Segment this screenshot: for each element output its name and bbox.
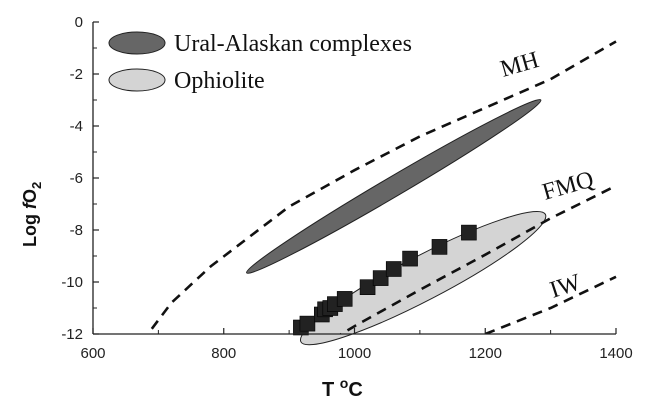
y-axis-title-main: O [20,189,40,203]
buffer-line-mh [150,40,617,330]
data-point [359,279,376,296]
data-points-layer [293,224,477,336]
y-tick-label: -12 [61,326,83,343]
legend-swatch-ural-alaskan [108,31,166,55]
x-tick-label: 1200 [469,345,502,362]
data-point [461,224,477,241]
data-point [299,315,316,332]
legend-label-ophiolite: Ophiolite [174,68,265,94]
data-point [402,250,418,267]
data-point [385,261,402,277]
x-axis-title: T oC [322,375,363,401]
legend-label-ural-alaskan: Ural-Alaskan complexes [174,31,412,57]
x-tick-label: 600 [80,345,105,362]
buffer-line-fmq [338,184,617,334]
y-axis-title-sub: 2 [29,182,44,189]
ticks-layer: 600 800 1000 1200 1400 0 -2 -4 -6 -8 -10 -12 [61,14,632,362]
data-point [336,291,353,307]
x-tick-label: 1000 [338,345,371,362]
y-tick-label: -2 [70,66,83,83]
x-axis-title-sup: o [340,375,349,391]
region-ural-alaskan [246,99,542,274]
y-axis-title-pre: Log [20,209,40,247]
y-tick-label: -6 [70,170,83,187]
y-tick-label: -10 [61,274,83,291]
regions-layer [246,99,547,346]
y-axis-title-italic: f [20,201,40,209]
y-axis-title: Log fO2 [20,182,44,247]
data-point [431,239,448,255]
y-tick-label: -8 [70,222,83,239]
y-tick-label: -4 [70,118,83,135]
x-axis-title-main: T [322,379,340,401]
x-tick-label: 1400 [599,345,632,362]
legend-swatch-ophiolite [108,68,166,92]
legend: Ural-Alaskan complexes Ophiolite [108,31,412,94]
x-tick-label: 800 [211,345,236,362]
buffer-lines-layer [150,40,617,334]
y-tick-label: 0 [75,14,83,31]
buffer-line-iw [484,275,617,334]
data-point [372,270,389,286]
x-axis-title-tail: C [348,379,362,401]
